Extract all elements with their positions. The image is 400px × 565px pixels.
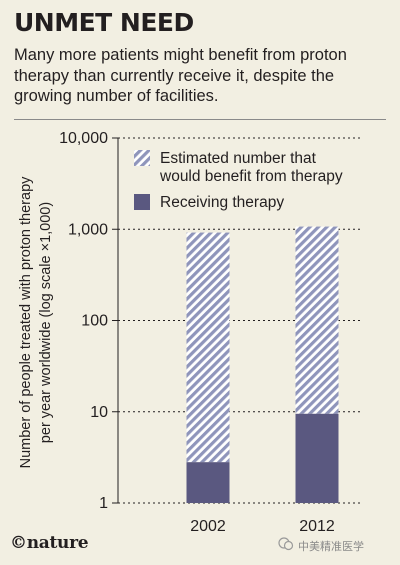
bar-estimated [186, 232, 230, 463]
bar-receiving [295, 413, 339, 503]
y-axis-label: per year worldwide (log scale ×1,000) [38, 202, 54, 443]
legend-label-receiving: Receiving therapy [160, 194, 284, 211]
y-tick-label: 1 [99, 495, 108, 512]
legend-label-estimated: Estimated number that [160, 150, 317, 167]
legend-label-estimated: would benefit from therapy [159, 168, 343, 185]
legend-swatch-estimated [134, 150, 150, 166]
nature-logo: ©nature [10, 533, 89, 553]
bar-receiving [186, 462, 230, 503]
y-tick-label: 10 [90, 404, 108, 421]
x-tick-label: 2002 [190, 518, 226, 535]
y-tick-label: 1,000 [68, 221, 108, 238]
y-tick-label: 10,000 [59, 130, 108, 147]
chart-title: UNMET NEED [14, 8, 194, 37]
legend-swatch-receiving [134, 194, 150, 210]
y-tick-label: 100 [81, 313, 108, 330]
y-axis-label: Number of people treated with proton the… [18, 176, 34, 469]
chart-subtitle: Many more patients might benefit from pr… [14, 46, 347, 105]
x-tick-label: 2012 [299, 518, 335, 535]
header-divider [14, 119, 386, 120]
bar-estimated [295, 226, 339, 414]
watermark-text: 中美精准医学 [298, 541, 364, 553]
wechat-icon [278, 537, 294, 551]
